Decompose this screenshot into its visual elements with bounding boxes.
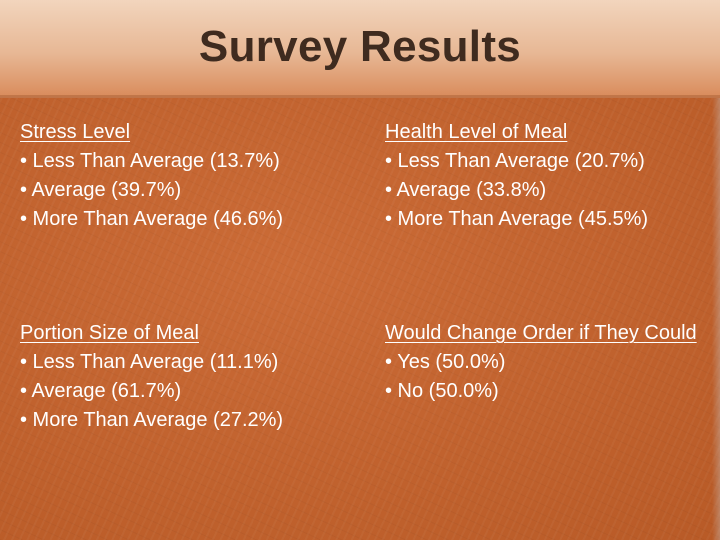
section-item: • More Than Average (46.6%) — [20, 208, 284, 230]
section-item: • More Than Average (27.2%) — [20, 409, 284, 431]
section-item: • Less Than Average (20.7%) — [385, 150, 645, 172]
section-item: • Average (61.7%) — [20, 380, 182, 402]
section-item: • No (50.0%) — [385, 380, 499, 402]
section-stress-level: Stress Level • Less Than Average (13.7%)… — [20, 118, 360, 234]
section-item: • Less Than Average (11.1%) — [20, 351, 279, 373]
section-heading: Health Level of Meal — [385, 121, 568, 143]
section-item: • Less Than Average (13.7%) — [20, 150, 280, 172]
section-heading: Would Change Order if They Could — [385, 322, 697, 344]
section-item: • Yes (50.0%) — [385, 351, 506, 373]
section-item: • Average (39.7%) — [20, 179, 182, 201]
slide-edge-shading — [712, 98, 720, 540]
section-heading: Portion Size of Meal — [20, 322, 199, 344]
title-band: Survey Results — [0, 0, 720, 98]
section-health-level-of-meal: Health Level of Meal • Less Than Average… — [385, 118, 720, 234]
section-item: • More Than Average (45.5%) — [385, 208, 649, 230]
section-heading: Stress Level — [20, 121, 131, 143]
slide-title: Survey Results — [198, 22, 522, 71]
section-would-change-order: Would Change Order if They Could • Yes (… — [385, 319, 705, 406]
section-item: • Average (33.8%) — [385, 179, 547, 201]
section-portion-size-of-meal: Portion Size of Meal • Less Than Average… — [20, 319, 360, 435]
